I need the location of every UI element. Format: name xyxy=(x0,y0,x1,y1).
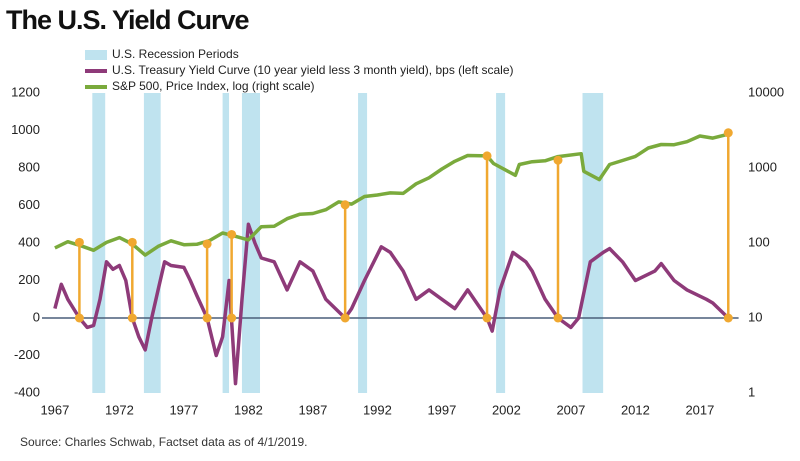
x-tick-label: 1982 xyxy=(234,402,263,417)
marker-dot-top xyxy=(127,237,137,247)
marker-dot-top xyxy=(723,128,733,138)
y-tick-label: 1000 xyxy=(11,122,40,137)
x-tick-label: 1972 xyxy=(105,402,134,417)
x-tick-label: 1987 xyxy=(298,402,327,417)
x-tick-label: 2007 xyxy=(556,402,585,417)
recession-band xyxy=(241,93,261,393)
x-tick-label: 2012 xyxy=(621,402,650,417)
source: Source: Charles Schwab, Factset data as … xyxy=(20,435,308,449)
x-tick-label: 1977 xyxy=(169,402,198,417)
x-tick-label: 1997 xyxy=(427,402,456,417)
series-line xyxy=(54,132,730,257)
y2-tick-label: 10000 xyxy=(748,84,784,99)
marker-dot-bottom xyxy=(202,313,212,323)
y2-tick-label: 1 xyxy=(748,384,755,399)
y-tick-label: -400 xyxy=(14,384,40,399)
legend-label: U.S. Treasury Yield Curve (10 year yield… xyxy=(112,63,514,77)
y2-tick-label: 100 xyxy=(748,234,770,249)
marker-dot-bottom xyxy=(127,313,137,323)
x-tick-label: 2017 xyxy=(685,402,714,417)
marker-dot-top xyxy=(340,200,350,210)
marker-dot-bottom xyxy=(723,313,733,323)
marker-dot-bottom xyxy=(553,313,563,323)
marker-dot-top xyxy=(553,155,563,165)
y2-tick-label: 10 xyxy=(748,309,762,324)
y-tick-label: 1200 xyxy=(11,84,40,99)
chart-title: The U.S. Yield Curve xyxy=(6,5,250,35)
y-tick-label: -200 xyxy=(14,347,40,362)
marker-dot-bottom xyxy=(482,313,492,323)
marker-dot-top xyxy=(482,151,492,161)
legend-swatch xyxy=(85,50,107,60)
legend-label: S&P 500, Price Index, log (right scale) xyxy=(112,79,315,93)
legend-label: U.S. Recession Periods xyxy=(112,47,239,61)
y-tick-label: 200 xyxy=(18,272,40,287)
y-tick-label: 800 xyxy=(18,159,40,174)
y-tick-label: 400 xyxy=(18,234,40,249)
recession-band xyxy=(222,93,230,393)
y-tick-label: 0 xyxy=(33,309,40,324)
recession-band xyxy=(582,93,604,393)
x-tick-label: 1967 xyxy=(40,402,69,417)
marker-dot-bottom xyxy=(227,313,237,323)
y2-tick-label: 1000 xyxy=(748,159,777,174)
marker-dot-bottom xyxy=(74,313,84,323)
recession-band xyxy=(496,93,506,393)
x-tick-label: 2002 xyxy=(492,402,521,417)
x-tick-label: 1992 xyxy=(363,402,392,417)
marker-dot-top xyxy=(227,229,237,239)
recession-band xyxy=(358,93,368,393)
marker-dot-top xyxy=(202,239,212,249)
y-tick-label: 600 xyxy=(18,197,40,212)
marker-dot-top xyxy=(74,237,84,247)
marker-dot-bottom xyxy=(340,313,350,323)
